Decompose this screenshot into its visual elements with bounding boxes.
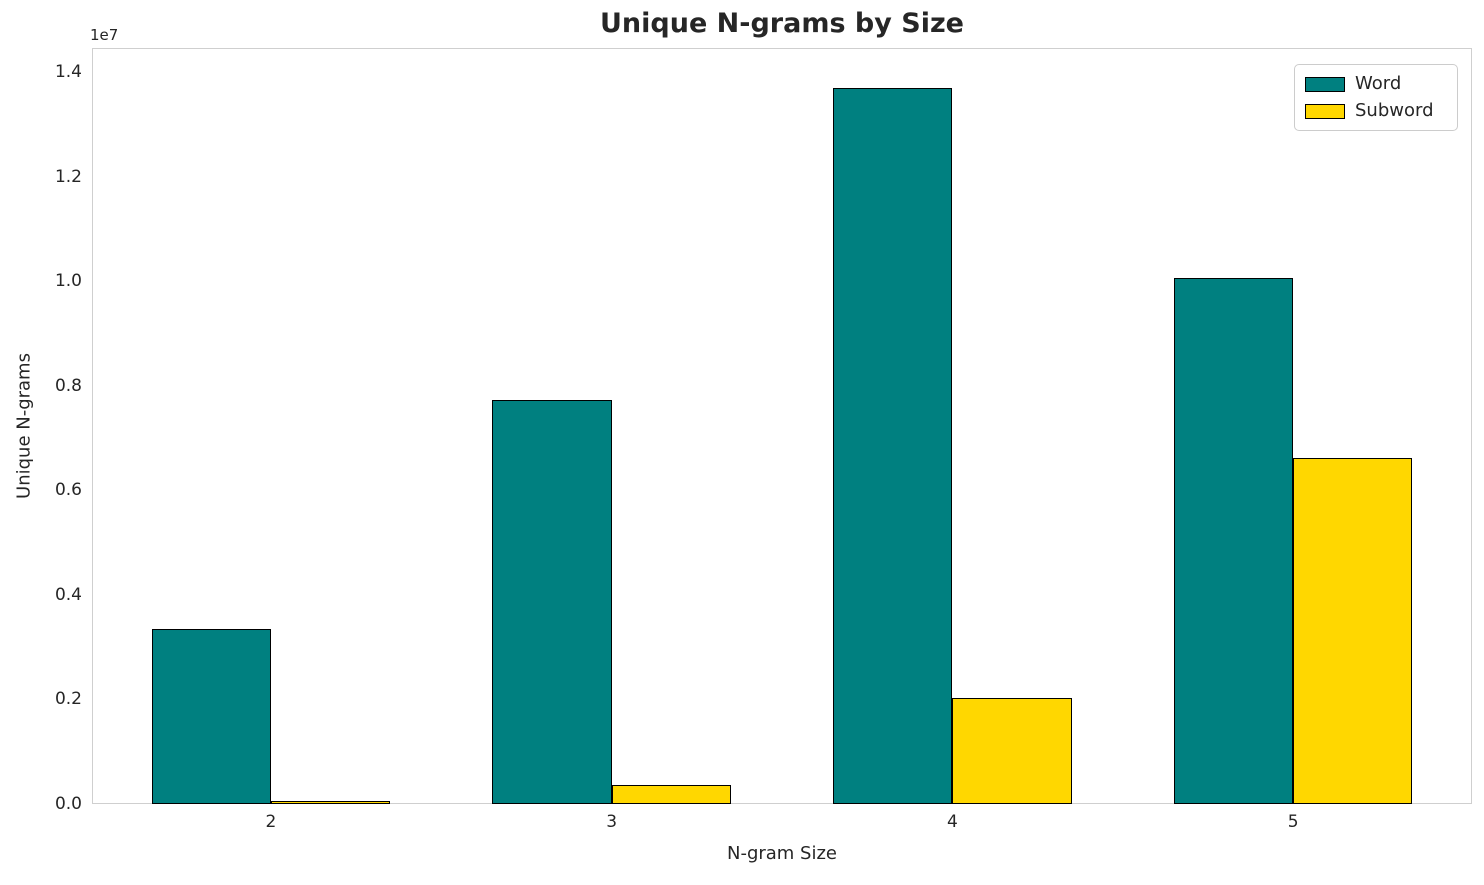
word-color-swatch [1305, 76, 1345, 92]
bar-word-n3 [492, 400, 612, 804]
y-tick-0.0: 0.0 [54, 794, 82, 814]
y-tick-1.0: 1.0 [54, 271, 82, 292]
bar-subword-n2 [270, 801, 391, 804]
y-axis-offset-text: 1e7 [90, 26, 119, 44]
y-tick-0.2: 0.2 [54, 689, 82, 710]
y-tick-0.8: 0.8 [54, 375, 82, 396]
legend-item-word: Word [1305, 74, 1447, 94]
chart-title: Unique N-grams by Size [600, 8, 964, 39]
bar-word-n4 [833, 87, 953, 804]
x-tick-5: 5 [1287, 812, 1299, 832]
y-tick-0.6: 0.6 [54, 480, 82, 501]
legend-item-subword: Subword [1305, 101, 1447, 121]
x-axis-label: N-gram Size [726, 843, 838, 864]
x-tick-2: 2 [265, 812, 277, 832]
legend-label-subword: Subword [1355, 100, 1434, 121]
y-tick-0.4: 0.4 [54, 584, 82, 605]
y-tick-1.4: 1.4 [54, 62, 82, 83]
x-tick-4: 4 [946, 812, 958, 832]
bar-subword-n3 [611, 785, 731, 804]
bar-subword-n5 [1293, 457, 1413, 804]
y-tick-1.2: 1.2 [54, 166, 82, 187]
bar-word-n2 [151, 629, 271, 804]
legend-label-word: Word [1355, 73, 1402, 94]
subword-color-swatch [1305, 103, 1345, 119]
bar-word-n5 [1173, 277, 1294, 804]
bar-subword-n4 [952, 698, 1072, 804]
x-tick-3: 3 [606, 812, 618, 832]
legend: Word Subword [1294, 64, 1458, 131]
